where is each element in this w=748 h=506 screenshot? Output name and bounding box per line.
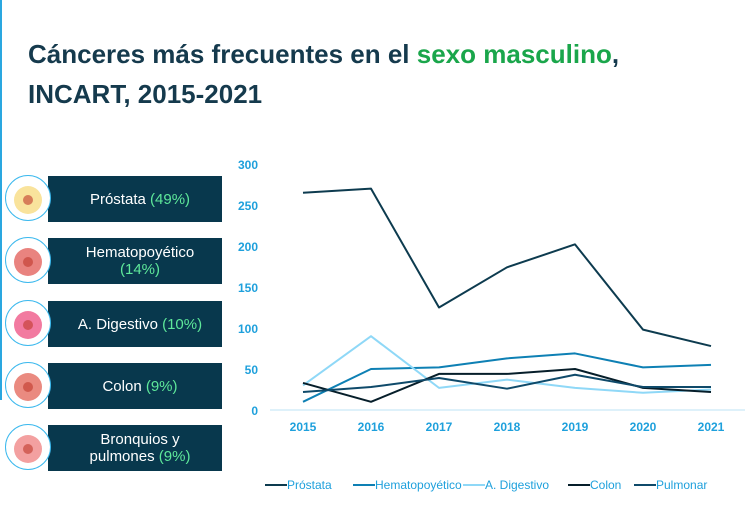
series-line-pulmonar: [302, 373, 711, 393]
y-tick-label: 0: [251, 404, 258, 418]
card-text: A. Digestivo (10%): [54, 316, 216, 333]
title-line2: INCART, 2015-2021: [28, 79, 263, 109]
x-tick-label: 2021: [698, 420, 725, 434]
y-tick-label: 300: [238, 158, 258, 172]
card-label: Bronquios y pulmones: [89, 431, 180, 465]
category-card: Colon (9%): [48, 363, 222, 409]
bacteria-icon: [5, 300, 51, 346]
series-line-hematopoy-tico: [302, 352, 712, 403]
card-text: Hematopoyético (14%): [48, 244, 222, 278]
y-tick-label: 200: [238, 240, 258, 254]
x-tick-label: 2015: [290, 420, 317, 434]
category-card: Próstata (49%): [48, 176, 222, 222]
category-card: A. Digestivo (10%): [48, 301, 222, 347]
prostate-icon: [5, 175, 51, 221]
legend-label: Hematopoyético: [375, 478, 462, 492]
x-tick-label: 2016: [358, 420, 385, 434]
legend-label: Colon: [590, 478, 621, 492]
card-label: Colon: [102, 377, 142, 395]
card-label: Próstata: [89, 190, 146, 208]
x-tick-label: 2019: [562, 420, 589, 434]
y-tick-label: 50: [245, 363, 259, 377]
bone-marrow-icon: [5, 237, 51, 283]
category-card: Hematopoyético (14%): [48, 238, 222, 284]
legend-label: Próstata: [287, 478, 332, 492]
card-label: A. Digestivo: [77, 315, 158, 333]
card-text: Bronquios y pulmones (9%): [48, 431, 222, 465]
category-card: Bronquios y pulmones (9%): [48, 425, 222, 471]
x-tick-label: 2020: [630, 420, 657, 434]
y-tick-label: 100: [238, 322, 258, 336]
card-text: Colon (9%): [78, 378, 191, 395]
card-percent: (9%): [145, 377, 178, 395]
card-percent: (14%): [119, 261, 160, 278]
card-percent: (9%): [158, 448, 191, 465]
colon-icon: [5, 362, 51, 408]
y-tick-label: 250: [238, 199, 258, 213]
card-text: Próstata (49%): [66, 191, 204, 208]
x-tick-label: 2018: [494, 420, 521, 434]
card-label: Hematopoyético: [85, 244, 195, 261]
legend-label: Pulmonar: [656, 478, 707, 492]
x-tick-label: 2017: [426, 420, 453, 434]
title-highlight: sexo masculino: [416, 39, 612, 69]
series-line-colon: [302, 368, 712, 403]
card-percent: (10%): [162, 315, 203, 333]
series-line-a-digestivo: [302, 335, 712, 394]
stomach-icon: [5, 424, 51, 470]
left-accent-line: [0, 0, 2, 400]
title-comma: ,: [611, 39, 620, 69]
page-title: Cánceres más frecuentes en el sexo mascu…: [28, 34, 619, 114]
card-percent: (49%): [150, 190, 191, 208]
series-line-pr-stata: [302, 187, 712, 348]
legend-label: A. Digestivo: [485, 478, 549, 492]
y-tick-label: 150: [238, 281, 258, 295]
title-text: Cánceres más frecuentes en el: [28, 39, 417, 69]
